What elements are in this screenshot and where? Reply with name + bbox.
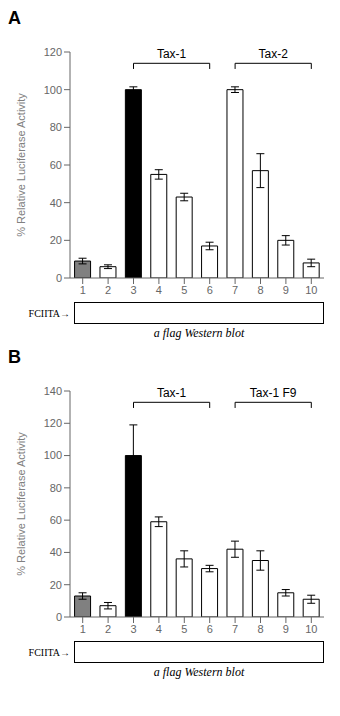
svg-text:10: 10	[305, 284, 317, 296]
svg-text:Tax-1 F9: Tax-1 F9	[250, 386, 297, 400]
svg-text:80: 80	[50, 482, 62, 494]
svg-text:% Relative Luciferase Activity: % Relative Luciferase Activity	[15, 93, 27, 237]
svg-text:100: 100	[44, 84, 62, 96]
svg-text:4: 4	[156, 284, 162, 296]
svg-text:Tax-1: Tax-1	[157, 47, 187, 61]
svg-text:8: 8	[257, 623, 263, 635]
svg-text:7: 7	[232, 284, 238, 296]
html-text:FCIITA→: FCIITA→	[28, 646, 70, 658]
svg-text:0: 0	[56, 611, 62, 623]
html-text:FCIITA→: FCIITA→	[28, 307, 70, 319]
svg-text:80: 80	[50, 121, 62, 133]
html-text:B: B	[8, 347, 21, 367]
svg-text:9: 9	[283, 284, 289, 296]
svg-text:20: 20	[50, 579, 62, 591]
svg-text:60: 60	[50, 159, 62, 171]
svg-text:5: 5	[181, 623, 187, 635]
svg-text:8: 8	[257, 284, 263, 296]
svg-text:120: 120	[44, 417, 62, 429]
svg-text:7: 7	[232, 623, 238, 635]
svg-text:9: 9	[283, 623, 289, 635]
svg-text:6: 6	[207, 623, 213, 635]
html-text:A: A	[8, 8, 21, 28]
svg-text:60: 60	[50, 514, 62, 526]
svg-text:120: 120	[44, 46, 62, 58]
svg-text:140: 140	[44, 385, 62, 397]
svg-text:40: 40	[50, 197, 62, 209]
html-text:a flag Western blot: a flag Western blot	[153, 326, 245, 340]
svg-text:Tax-2: Tax-2	[259, 47, 289, 61]
svg-text:Tax-1: Tax-1	[157, 386, 187, 400]
svg-text:1: 1	[80, 284, 86, 296]
svg-text:0: 0	[56, 272, 62, 284]
svg-text:5: 5	[181, 284, 187, 296]
svg-text:1: 1	[80, 623, 86, 635]
svg-text:2: 2	[105, 623, 111, 635]
svg-text:% Relative Luciferase Activity: % Relative Luciferase Activity	[15, 432, 27, 576]
svg-text:40: 40	[50, 546, 62, 558]
svg-text:3: 3	[130, 623, 136, 635]
svg-text:100: 100	[44, 449, 62, 461]
svg-text:10: 10	[305, 623, 317, 635]
svg-text:20: 20	[50, 234, 62, 246]
svg-text:4: 4	[156, 623, 162, 635]
svg-text:6: 6	[207, 284, 213, 296]
svg-text:3: 3	[130, 284, 136, 296]
html-text:a flag Western blot: a flag Western blot	[153, 665, 245, 679]
svg-text:2: 2	[105, 284, 111, 296]
